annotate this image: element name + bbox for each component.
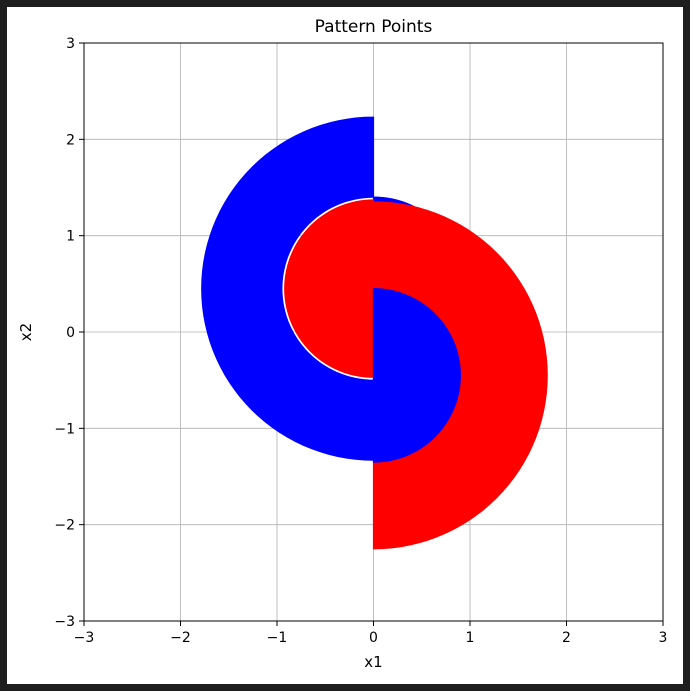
y-tick-label: 1 xyxy=(66,229,75,245)
y-tick-label: −2 xyxy=(54,518,75,534)
data-region xyxy=(284,199,375,378)
x-tick-label: 2 xyxy=(562,630,571,646)
y-ticks: −3 −2 −1 0 1 2 3 xyxy=(54,36,84,630)
x-tick-label: −1 xyxy=(267,630,288,646)
x-tick-label: 3 xyxy=(659,630,668,646)
y-tick-label: −3 xyxy=(54,614,75,630)
x-tick-label: 0 xyxy=(369,630,378,646)
chart-title: Pattern Points xyxy=(315,17,433,37)
x-ticks: −3 −2 −1 0 1 2 3 xyxy=(74,621,668,646)
y-tick-label: 3 xyxy=(66,36,75,52)
figure: −3 −2 −1 0 1 2 3 −3 −2 −1 0 1 2 3 Pattern Points x1 … xyxy=(7,7,683,684)
y-tick-label: 2 xyxy=(66,132,75,148)
x-axis-label: x1 xyxy=(364,653,382,671)
x-tick-label: 1 xyxy=(466,630,475,646)
x-tick-label: −2 xyxy=(170,630,191,646)
y-tick-label: −1 xyxy=(54,421,75,437)
x-tick-label: −3 xyxy=(74,630,95,646)
y-tick-label: 0 xyxy=(66,325,75,341)
data-points xyxy=(201,116,548,550)
y-axis-label: x2 xyxy=(17,323,35,341)
data-region xyxy=(372,288,461,463)
